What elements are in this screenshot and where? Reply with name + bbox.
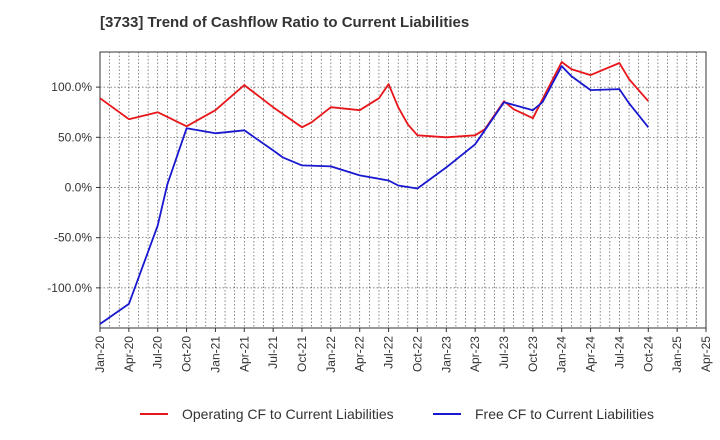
x-tick-label: Jul-23: [497, 336, 511, 369]
legend-label-1: Operating CF to Current Liabilities: [182, 406, 394, 422]
y-tick-label: 100.0%: [51, 80, 92, 94]
series-line-1: [99, 61, 649, 139]
x-tick-label: Oct-20: [180, 336, 194, 372]
plot-area: [99, 51, 707, 329]
x-axis: Jan-20 Apr-20 Jul-20 Oct-20 Jan-21 Apr-21 Jul-…: [93, 328, 713, 373]
x-tick-label: Oct-24: [641, 336, 655, 372]
x-tick-label: Jan-24: [555, 336, 569, 373]
y-tick-label: -100.0%: [47, 281, 92, 295]
x-tick-label: Jul-22: [382, 336, 396, 369]
series-layer: [99, 61, 650, 325]
x-tick-label: Jan-22: [324, 336, 338, 373]
x-tick-label: Apr-25: [699, 336, 713, 372]
x-tick-label: Jan-23: [439, 336, 453, 373]
y-tick-label: -50.0%: [54, 231, 92, 245]
x-tick-label: Oct-23: [526, 336, 540, 372]
x-tick-label: Apr-23: [468, 336, 482, 372]
chart-title: [3733] Trend of Cashflow Ratio to Curren…: [100, 14, 470, 31]
y-tick-label: 50.0%: [58, 130, 92, 144]
x-tick-label: Oct-21: [295, 336, 309, 372]
x-tick-label: Jul-24: [612, 336, 626, 369]
series-line-2: [99, 65, 650, 325]
grid-layer: [100, 52, 706, 328]
legend: Operating CF to Current Liabilities Free …: [140, 406, 654, 422]
x-tick-label: Oct-22: [410, 336, 424, 372]
x-tick-label: Jul-20: [151, 336, 165, 369]
x-tick-label: Apr-21: [237, 336, 251, 372]
x-tick-label: Jan-20: [93, 336, 107, 373]
y-axis: 100.0% 50.0% 0.0% -50.0% -100.0%: [47, 80, 100, 295]
x-tick-label: Apr-24: [584, 336, 598, 372]
legend-label-2: Free CF to Current Liabilities: [475, 406, 654, 422]
x-tick-label: Jan-21: [208, 336, 222, 373]
x-tick-label: Jul-21: [266, 336, 280, 369]
x-tick-label: Apr-20: [122, 336, 136, 372]
x-tick-label: Jan-25: [670, 336, 684, 373]
x-tick-label: Apr-22: [353, 336, 367, 372]
y-tick-label: 0.0%: [65, 180, 93, 194]
